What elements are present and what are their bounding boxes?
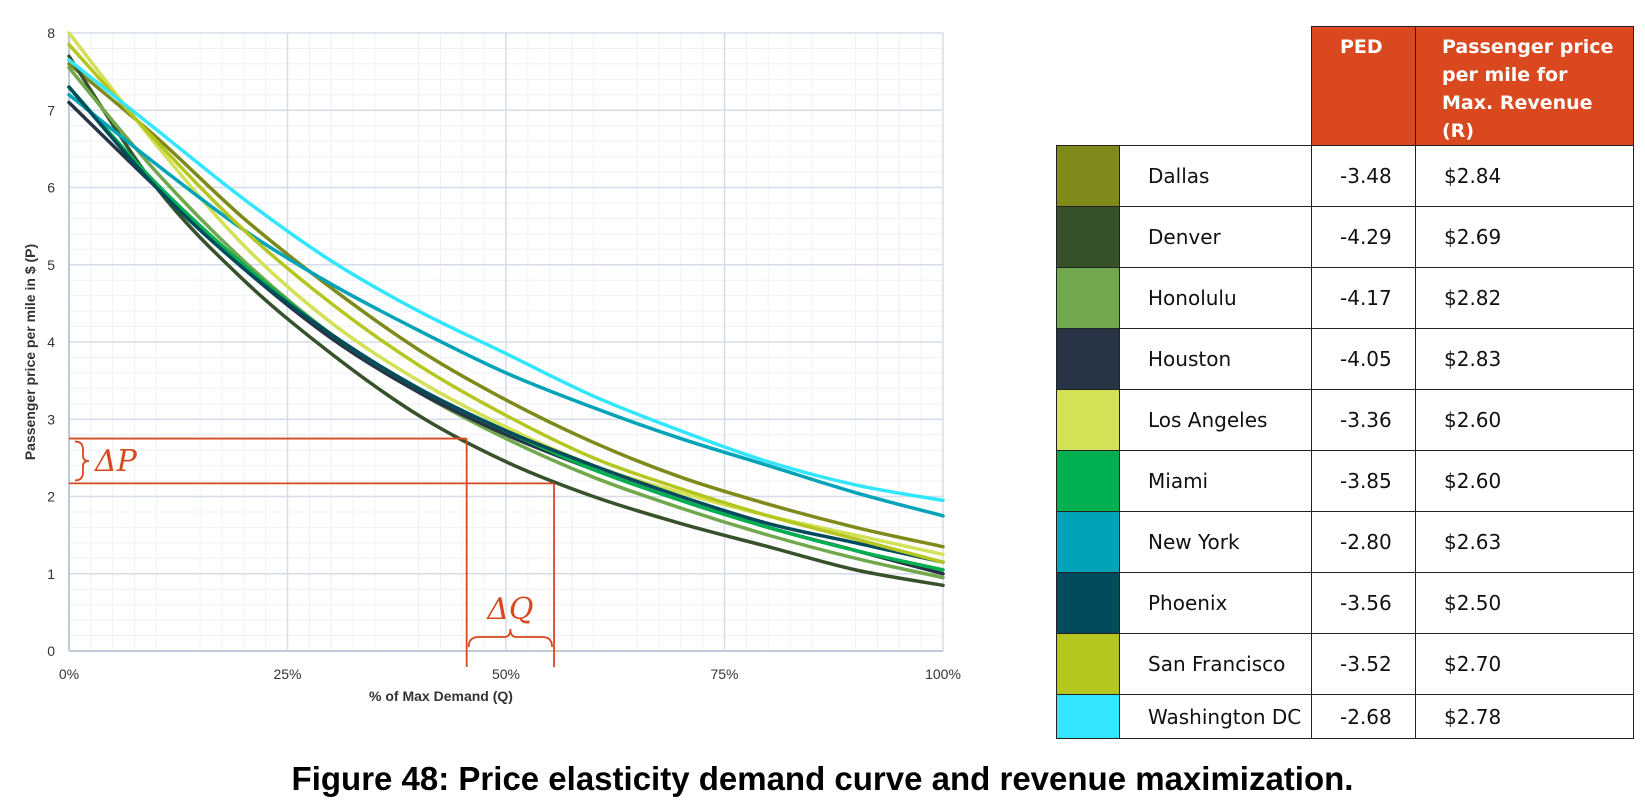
- color-swatch: [1056, 694, 1120, 739]
- delta-q-label: ΔQ: [486, 592, 533, 627]
- city-name: Dallas: [1119, 145, 1312, 207]
- ped-value: -4.05: [1311, 328, 1416, 390]
- table-row: Los Angeles -3.36 $2.60: [1056, 389, 1634, 451]
- max-revenue-price: $2.82: [1415, 267, 1634, 329]
- table-row: Dallas -3.48 $2.84: [1056, 145, 1634, 207]
- x-tick-label: 25%: [273, 666, 301, 682]
- series-line: [67, 66, 945, 580]
- series-line: [67, 58, 945, 503]
- ped-value: -3.48: [1311, 145, 1416, 207]
- x-axis-label: % of Max Demand (Q): [369, 688, 513, 704]
- table-header-blank: [1056, 26, 1312, 146]
- city-name: Washington DC: [1119, 694, 1312, 739]
- ped-value: -3.85: [1311, 450, 1416, 512]
- table-row: Miami -3.85 $2.60: [1056, 450, 1634, 512]
- x-tick-label: 50%: [492, 666, 520, 682]
- color-swatch: [1056, 633, 1120, 695]
- color-swatch: [1056, 389, 1120, 451]
- city-name: Phoenix: [1119, 572, 1312, 634]
- city-name: San Francisco: [1119, 633, 1312, 695]
- city-name: Denver: [1119, 206, 1312, 268]
- y-tick-label: 7: [47, 102, 55, 118]
- color-swatch: [1056, 511, 1120, 573]
- demand-curve-chart: 0% 25% 50% 75% 100% 0 1 2 3 4 5 6 7 8 % of Max Demand …: [22, 25, 961, 704]
- table-row: Houston -4.05 $2.83: [1056, 328, 1634, 390]
- figure-caption: Figure 48: Price elasticity demand curve…: [291, 760, 1354, 797]
- max-revenue-price: $2.69: [1415, 206, 1634, 268]
- y-tick-label: 1: [47, 566, 55, 582]
- color-swatch: [1056, 450, 1120, 512]
- city-name: Houston: [1119, 328, 1312, 390]
- max-revenue-price: $2.84: [1415, 145, 1634, 207]
- table-row: Washington DC -2.68 $2.78: [1056, 694, 1634, 739]
- city-name: Honolulu: [1119, 267, 1312, 329]
- ped-header: PED: [1311, 26, 1416, 146]
- max-revenue-price: $2.83: [1415, 328, 1634, 390]
- table-header-row: PED Passenger price per mile for Max. Re…: [1056, 26, 1634, 146]
- table-row: Honolulu -4.17 $2.82: [1056, 267, 1634, 329]
- max-revenue-price: $2.50: [1415, 572, 1634, 634]
- price-header: Passenger price per mile for Max. Revenu…: [1415, 26, 1634, 146]
- delta-q-brace: [467, 628, 553, 648]
- y-tick-label: 8: [47, 25, 55, 41]
- table-row: New York -2.80 $2.63: [1056, 511, 1634, 573]
- color-swatch: [1056, 145, 1120, 207]
- city-name: New York: [1119, 511, 1312, 573]
- color-swatch: [1056, 206, 1120, 268]
- table-row: Denver -4.29 $2.69: [1056, 206, 1634, 268]
- series-line: [67, 93, 945, 518]
- city-name: Los Angeles: [1119, 389, 1312, 451]
- max-revenue-price: $2.60: [1415, 450, 1634, 512]
- max-revenue-price: $2.78: [1415, 694, 1634, 739]
- ped-value: -2.68: [1311, 694, 1416, 739]
- y-tick-label: 2: [47, 489, 55, 505]
- max-revenue-price: $2.63: [1415, 511, 1634, 573]
- y-tick-label: 5: [47, 257, 55, 273]
- ped-value: -3.56: [1311, 572, 1416, 634]
- max-revenue-price: $2.60: [1415, 389, 1634, 451]
- table-row: San Francisco -3.52 $2.70: [1056, 633, 1634, 695]
- x-tick-label: 0%: [59, 666, 79, 682]
- ped-value: -4.29: [1311, 206, 1416, 268]
- delta-p-brace: [74, 440, 90, 482]
- ped-value: -4.17: [1311, 267, 1416, 329]
- x-tick-label: 75%: [710, 666, 738, 682]
- ped-value: -2.80: [1311, 511, 1416, 573]
- city-name: Miami: [1119, 450, 1312, 512]
- y-tick-label: 6: [47, 180, 55, 196]
- ped-value: -3.52: [1311, 633, 1416, 695]
- color-swatch: [1056, 328, 1120, 390]
- delta-p-label: ΔP: [94, 444, 138, 479]
- series-line: [67, 42, 945, 564]
- y-tick-label: 4: [47, 334, 55, 350]
- y-tick-label: 3: [47, 411, 55, 427]
- x-tick-label: 100%: [925, 666, 961, 682]
- series-line: [67, 62, 945, 549]
- ped-value: -3.36: [1311, 389, 1416, 451]
- table-row: Phoenix -3.56 $2.50: [1056, 572, 1634, 634]
- city-elasticity-table: PED Passenger price per mile for Max. Re…: [1056, 26, 1634, 739]
- series-line: [67, 85, 945, 564]
- series-line: [67, 54, 945, 588]
- color-swatch: [1056, 572, 1120, 634]
- color-swatch: [1056, 267, 1120, 329]
- table-body: Dallas -3.48 $2.84 Denver -4.29 $2.69 Honolulu…: [1056, 145, 1634, 739]
- max-revenue-price: $2.70: [1415, 633, 1634, 695]
- y-tick-label: 0: [47, 643, 55, 659]
- y-axis-label: Passenger price per mile in $ (P): [22, 244, 38, 460]
